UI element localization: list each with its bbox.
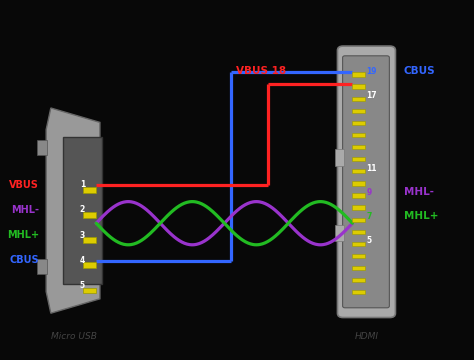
Text: 5: 5 bbox=[80, 281, 85, 290]
Bar bbox=[83, 262, 96, 268]
Bar bbox=[353, 242, 365, 246]
FancyBboxPatch shape bbox=[343, 56, 389, 308]
Bar bbox=[353, 133, 365, 137]
Text: 9: 9 bbox=[366, 188, 372, 197]
Text: CBUS: CBUS bbox=[9, 255, 39, 265]
Bar bbox=[353, 72, 365, 77]
Text: 1: 1 bbox=[80, 180, 85, 189]
Bar bbox=[353, 206, 365, 210]
Bar bbox=[83, 212, 96, 218]
Text: 19: 19 bbox=[366, 67, 377, 76]
Text: MHL-: MHL- bbox=[11, 205, 39, 215]
Text: 3: 3 bbox=[80, 231, 85, 240]
Text: MHL+: MHL+ bbox=[7, 230, 39, 240]
Bar bbox=[353, 230, 365, 234]
FancyBboxPatch shape bbox=[337, 46, 395, 318]
Text: Micro USB: Micro USB bbox=[51, 332, 97, 341]
Text: VBUS: VBUS bbox=[9, 180, 39, 190]
Text: 7: 7 bbox=[366, 212, 372, 221]
Bar bbox=[353, 254, 365, 258]
Bar bbox=[353, 121, 365, 125]
Text: MHL+: MHL+ bbox=[404, 211, 438, 221]
Bar bbox=[37, 259, 47, 274]
Bar bbox=[353, 85, 365, 89]
Bar bbox=[353, 145, 365, 149]
Text: MHL-: MHL- bbox=[404, 187, 434, 197]
Bar bbox=[353, 157, 365, 161]
Text: 5: 5 bbox=[366, 236, 372, 245]
Text: 2: 2 bbox=[80, 205, 85, 215]
Bar bbox=[83, 237, 96, 243]
Bar bbox=[353, 217, 365, 222]
Bar bbox=[83, 187, 96, 193]
Bar bbox=[63, 137, 102, 284]
Bar bbox=[353, 96, 365, 101]
Bar bbox=[353, 109, 365, 113]
Bar bbox=[353, 266, 365, 270]
Bar bbox=[353, 193, 365, 198]
Bar bbox=[335, 149, 344, 166]
Bar bbox=[353, 278, 365, 282]
Text: 4: 4 bbox=[80, 256, 85, 265]
Bar bbox=[353, 181, 365, 186]
Text: 11: 11 bbox=[366, 163, 377, 172]
Bar bbox=[83, 288, 96, 293]
Text: HDMI: HDMI bbox=[355, 332, 378, 341]
Bar bbox=[37, 140, 47, 155]
Text: CBUS: CBUS bbox=[404, 66, 436, 76]
Text: 17: 17 bbox=[366, 91, 377, 100]
Bar bbox=[353, 169, 365, 174]
Bar bbox=[353, 290, 365, 294]
Bar bbox=[335, 225, 344, 241]
Polygon shape bbox=[46, 108, 100, 313]
Text: VBUS 18: VBUS 18 bbox=[236, 66, 286, 76]
